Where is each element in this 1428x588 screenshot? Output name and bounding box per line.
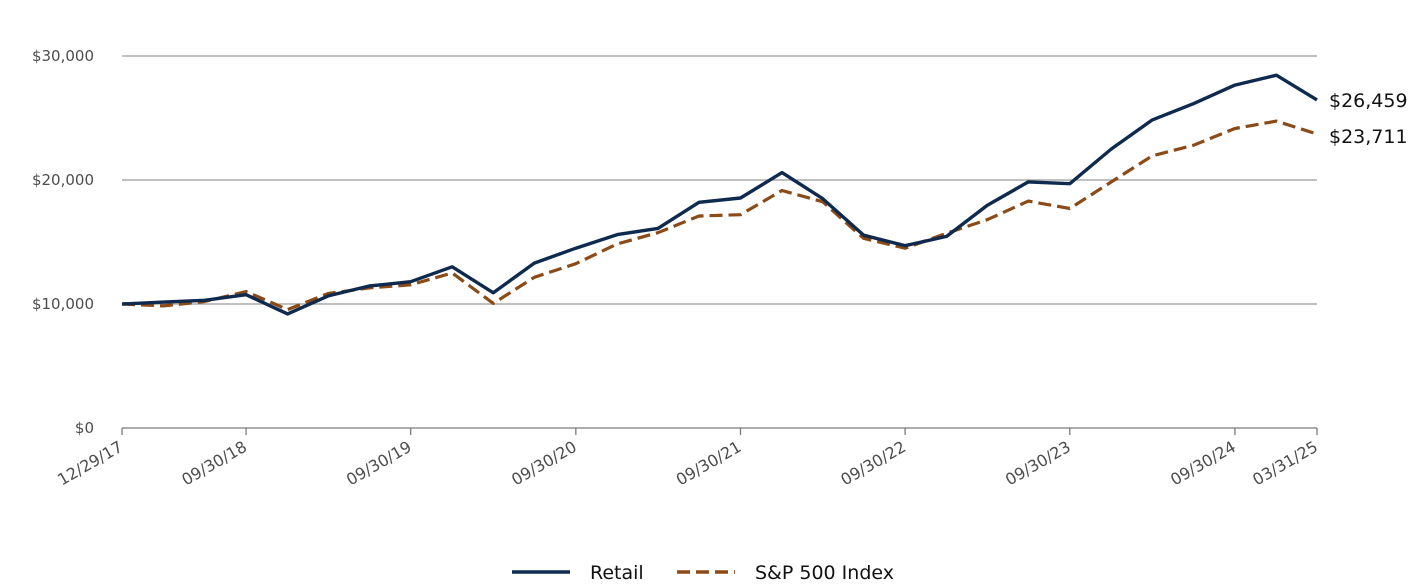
x-tick-label: 09/30/20	[508, 437, 580, 489]
end-value-label: $26,459	[1329, 90, 1408, 112]
y-tick-label: $0	[75, 419, 94, 437]
gridlines	[122, 55, 1317, 429]
y-axis-ticks: $0 $10,000 $20,000 $30,000	[32, 47, 94, 437]
y-tick-label: $10,000	[32, 295, 94, 313]
x-tick-label: 09/30/18	[178, 437, 250, 489]
legend-label: S&P 500 Index	[755, 562, 894, 584]
series-lines	[121, 73, 1318, 316]
series-line-retail	[121, 73, 1318, 316]
series-line-s-p-500-index	[121, 119, 1318, 312]
legend-label: Retail	[590, 562, 644, 584]
legend: Retail S&P 500 Index	[512, 562, 894, 584]
y-tick-label: $30,000	[32, 47, 94, 65]
y-tick-label: $20,000	[32, 171, 94, 189]
x-tick-label: 09/30/19	[343, 437, 415, 489]
end-value-label: $23,711	[1329, 126, 1408, 148]
x-tick-label: 12/29/17	[54, 437, 126, 489]
x-tick-label: 09/30/23	[1002, 437, 1074, 489]
end-labels: $26,459 $23,711	[1329, 90, 1408, 148]
x-tick-label: 09/30/22	[837, 437, 909, 489]
x-tick-label: 03/31/25	[1249, 437, 1321, 489]
x-tick-label: 09/30/21	[673, 437, 745, 489]
x-tick-label: 09/30/24	[1167, 437, 1239, 489]
legend-item: Retail	[512, 562, 644, 584]
x-axis: 12/29/17 09/30/18 09/30/19 09/30/20 09/30/21…	[54, 428, 1321, 489]
legend-item: S&P 500 Index	[677, 562, 894, 584]
